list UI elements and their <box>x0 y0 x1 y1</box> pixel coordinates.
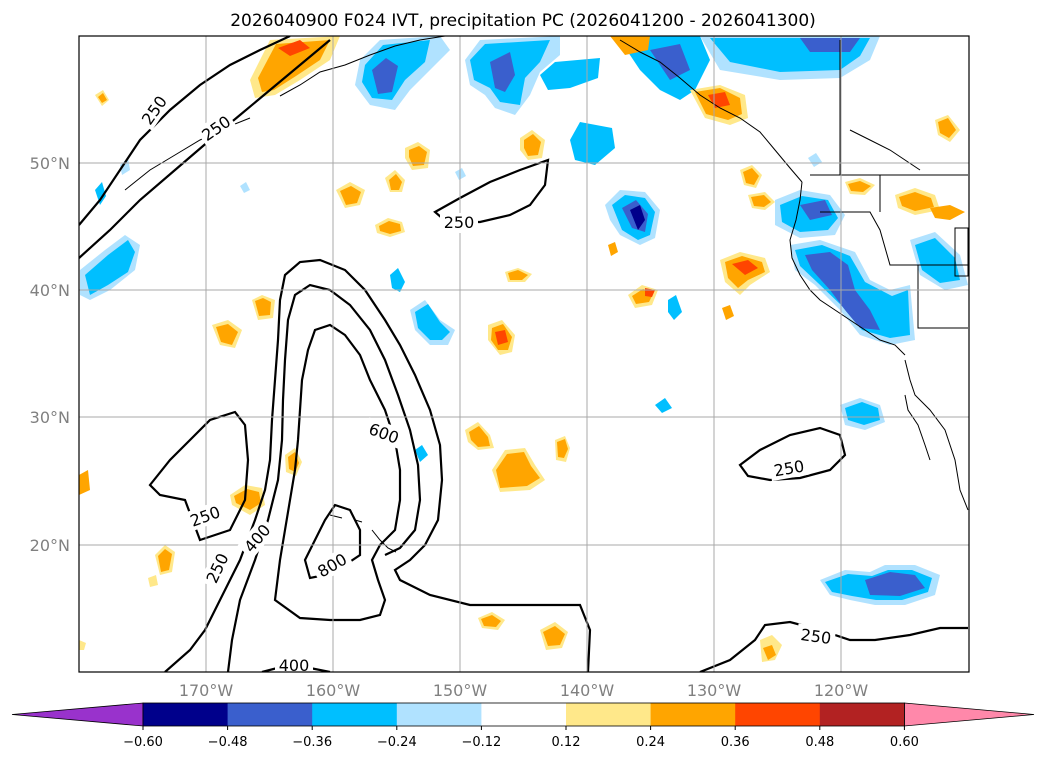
colorbar-tick-label: 0.48 <box>805 735 834 750</box>
negative-precip-anomalies <box>80 36 968 605</box>
colorbar-extend-low <box>11 702 144 727</box>
lon-label-120w: 120°W <box>814 681 869 700</box>
colorbar-segment <box>312 703 398 726</box>
colorbar-tick-label: −0.60 <box>123 735 163 750</box>
colorbar-extend-high <box>904 702 1035 727</box>
colorbar-tick-label: −0.24 <box>377 735 417 750</box>
map-title: 2026040900 F024 IVT, precipitation PC (2… <box>230 11 816 31</box>
colorbar-segment <box>650 703 736 726</box>
lat-label-40n: 40°N <box>30 281 70 300</box>
latitude-labels: 50°N 40°N 30°N 20°N <box>30 154 70 555</box>
colorbar-segment <box>819 703 905 726</box>
colorbar-tick-label: 0.60 <box>890 735 919 750</box>
colorbar-segment <box>566 703 652 726</box>
contour-label: 250 <box>799 625 832 648</box>
lon-label-160w: 160°W <box>306 681 361 700</box>
lat-label-50n: 50°N <box>30 154 70 173</box>
colorbar-segment <box>227 703 313 726</box>
colorbar-tick-label: −0.36 <box>292 735 332 750</box>
lon-label-140w: 140°W <box>560 681 615 700</box>
lat-label-30n: 30°N <box>30 408 70 427</box>
colorbar-frame <box>142 702 905 727</box>
map-frame <box>78 35 970 673</box>
longitude-labels: 170°W 160°W 150°W 140°W 130°W 120°W <box>179 681 869 700</box>
colorbar-tick-label: 0.36 <box>721 735 750 750</box>
lon-label-150w: 150°W <box>433 681 488 700</box>
ivt-contours <box>79 36 968 672</box>
colorbar: −0.60 −0.48 −0.36 −0.24 −0.12 0.12 0.24 0.36 0.4… <box>11 702 1035 750</box>
colorbar-segment <box>143 703 229 726</box>
colorbar-segment <box>396 703 482 726</box>
colorbar-tick-label: 0.12 <box>552 735 581 750</box>
contour-label: 400 <box>279 656 310 675</box>
lat-label-20n: 20°N <box>30 536 70 555</box>
colorbar-tick-label: −0.48 <box>208 735 248 750</box>
colorbar-tick-label: 0.24 <box>636 735 665 750</box>
contour-label: 250 <box>444 213 475 232</box>
colorbar-segment <box>735 703 821 726</box>
colorbar-segment <box>481 703 567 726</box>
lon-label-170w: 170°W <box>179 681 234 700</box>
lon-label-130w: 130°W <box>687 681 742 700</box>
colorbar-tick-label: −0.12 <box>461 735 501 750</box>
